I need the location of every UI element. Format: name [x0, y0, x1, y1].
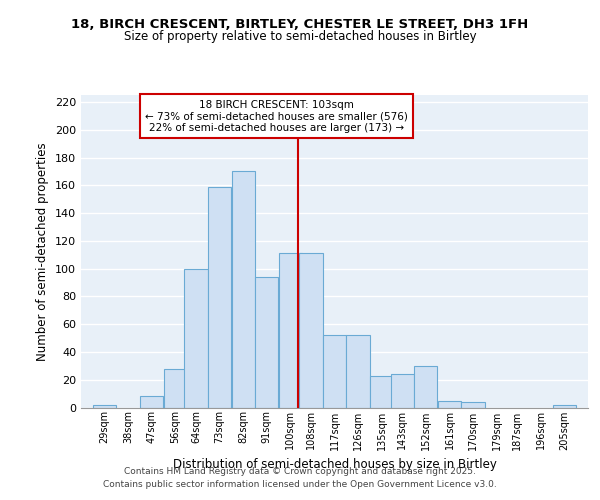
Bar	[278, 254, 302, 408]
Text: Contains HM Land Registry data © Crown copyright and database right 2025.: Contains HM Land Registry data © Crown c…	[124, 467, 476, 476]
Bar	[232, 172, 254, 408]
Bar	[208, 186, 231, 408]
Bar	[553, 404, 576, 407]
Bar	[415, 366, 437, 408]
X-axis label: Distribution of semi-detached houses by size in Birtley: Distribution of semi-detached houses by …	[173, 458, 496, 471]
Bar	[299, 254, 323, 408]
Bar	[164, 368, 187, 408]
Bar	[140, 396, 163, 407]
Text: 18, BIRCH CRESCENT, BIRTLEY, CHESTER LE STREET, DH3 1FH: 18, BIRCH CRESCENT, BIRTLEY, CHESTER LE …	[71, 18, 529, 30]
Bar	[438, 400, 461, 407]
Bar	[346, 336, 370, 407]
Bar	[323, 336, 346, 407]
Text: Size of property relative to semi-detached houses in Birtley: Size of property relative to semi-detach…	[124, 30, 476, 43]
Bar	[93, 404, 116, 407]
Text: Contains public sector information licensed under the Open Government Licence v3: Contains public sector information licen…	[103, 480, 497, 489]
Bar	[255, 277, 278, 407]
Bar	[391, 374, 414, 408]
Text: 18 BIRCH CRESCENT: 103sqm
← 73% of semi-detached houses are smaller (576)
22% of: 18 BIRCH CRESCENT: 103sqm ← 73% of semi-…	[145, 100, 407, 133]
Bar	[461, 402, 485, 407]
Bar	[184, 268, 208, 407]
Y-axis label: Number of semi-detached properties: Number of semi-detached properties	[37, 142, 49, 360]
Bar	[370, 376, 393, 408]
